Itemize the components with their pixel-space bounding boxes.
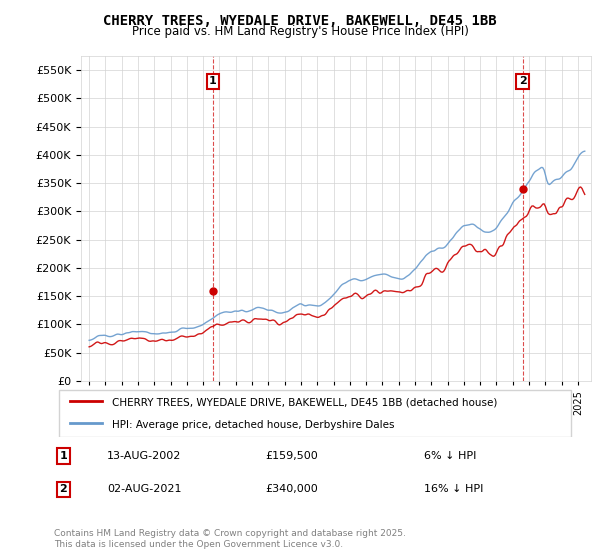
Text: 13-AUG-2002: 13-AUG-2002 [107, 451, 181, 461]
FancyBboxPatch shape [59, 390, 571, 437]
Text: CHERRY TREES, WYEDALE DRIVE, BAKEWELL, DE45 1BB: CHERRY TREES, WYEDALE DRIVE, BAKEWELL, D… [103, 14, 497, 28]
Text: HPI: Average price, detached house, Derbyshire Dales: HPI: Average price, detached house, Derb… [112, 420, 395, 430]
Text: 2: 2 [59, 484, 67, 494]
Text: 1: 1 [59, 451, 67, 461]
Text: £340,000: £340,000 [265, 484, 318, 494]
Text: £159,500: £159,500 [265, 451, 318, 461]
Text: 16% ↓ HPI: 16% ↓ HPI [424, 484, 483, 494]
Text: 2: 2 [518, 76, 526, 86]
Text: Price paid vs. HM Land Registry's House Price Index (HPI): Price paid vs. HM Land Registry's House … [131, 25, 469, 38]
Text: 02-AUG-2021: 02-AUG-2021 [107, 484, 181, 494]
Text: 1: 1 [209, 76, 217, 86]
Text: Contains HM Land Registry data © Crown copyright and database right 2025.
This d: Contains HM Land Registry data © Crown c… [54, 529, 406, 549]
Text: CHERRY TREES, WYEDALE DRIVE, BAKEWELL, DE45 1BB (detached house): CHERRY TREES, WYEDALE DRIVE, BAKEWELL, D… [112, 398, 497, 408]
Text: 6% ↓ HPI: 6% ↓ HPI [424, 451, 476, 461]
